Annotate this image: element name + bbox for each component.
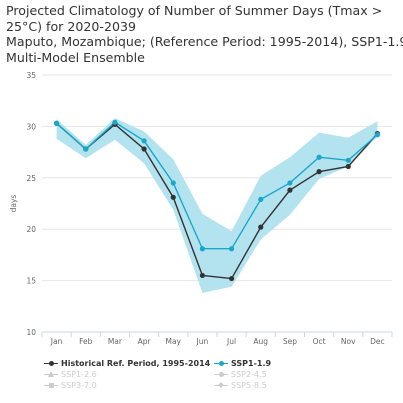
title-line-1: Projected Climatology of Number of Summe…	[6, 3, 383, 18]
x-tick-label: Dec	[370, 337, 385, 346]
title-line-3: Maputo, Mozambique; (Reference Period: 1…	[6, 34, 403, 49]
ssp119-point	[199, 246, 206, 252]
ssp119-point	[374, 132, 381, 138]
x-tick-label: Jan	[50, 337, 63, 346]
legend-symbol	[44, 358, 58, 368]
chart-legend: Historical Ref. Period, 1995-2014 SSP1-1…	[44, 358, 374, 391]
legend-label: SSP3-7.0	[61, 380, 97, 390]
x-tick-label: Aug	[253, 337, 268, 346]
x-tick-label: Jul	[226, 337, 236, 346]
legend-symbol	[44, 380, 58, 390]
ssp119-point	[112, 119, 118, 125]
x-tick-label: Jun	[196, 337, 209, 346]
title-line-4: Multi-Model Ensemble	[6, 49, 145, 65]
legend-symbol	[44, 369, 58, 379]
ssp119-point	[83, 146, 89, 152]
historical-point	[228, 275, 235, 282]
legend-symbol	[214, 369, 228, 379]
x-tick-label: Sep	[283, 337, 297, 346]
y-tick-label: 35	[26, 71, 36, 80]
y-tick-label: 10	[26, 328, 36, 337]
legend-label: SSP1-2.6	[61, 369, 97, 379]
legend-row: SSP3-7.0 SSP5-8.5	[44, 380, 374, 390]
x-tick-label: Apr	[138, 337, 152, 346]
x-tick-label: May	[165, 337, 181, 346]
legend-row: Historical Ref. Period, 1995-2014 SSP1-1…	[44, 358, 374, 368]
legend-label: SSP2-4.5	[231, 369, 267, 379]
y-tick-label: 15	[26, 277, 36, 286]
ssp119-point	[228, 246, 235, 252]
ssp119-range-band	[56, 118, 378, 293]
x-tick-label: Oct	[313, 337, 326, 346]
legend-item-historical[interactable]: Historical Ref. Period, 1995-2014	[44, 358, 214, 368]
legend-label: Historical Ref. Period, 1995-2014	[61, 358, 211, 368]
y-tick-label: 25	[26, 174, 36, 183]
legend-item-ssp370[interactable]: SSP3-7.0	[44, 380, 214, 390]
title-line-2: 25°C) for 2020-2039	[6, 18, 136, 34]
historical-point	[258, 224, 264, 230]
x-tick-label: Nov	[341, 337, 356, 346]
legend-label: SSP1-1.9	[231, 358, 272, 368]
ssp119-point	[258, 196, 264, 202]
y-tick-label: 20	[26, 225, 36, 234]
ssp119-line	[56, 121, 378, 250]
historical-line	[56, 122, 378, 280]
legend-label: SSP5-8.5	[231, 380, 267, 390]
legend-symbol	[214, 380, 228, 390]
legend-item-ssp245[interactable]: SSP2-4.5	[214, 369, 354, 379]
ssp119-point	[141, 138, 147, 144]
historical-point	[199, 272, 206, 279]
ssp119-point	[345, 157, 351, 163]
x-tick-label: Feb	[79, 337, 93, 346]
legend-item-ssp119[interactable]: SSP1-1.9	[214, 358, 354, 368]
x-tick-label: Mar	[108, 337, 123, 346]
legend-row: SSP1-2.6 SSP2-4.5	[44, 369, 374, 379]
chart-title: Projected Climatology of Number of Summe…	[6, 3, 403, 65]
legend-symbol	[214, 358, 228, 368]
y-axis-title: days	[9, 195, 18, 213]
historical-point	[316, 169, 322, 175]
y-tick-label: 30	[26, 122, 36, 131]
legend-item-ssp585[interactable]: SSP5-8.5	[214, 380, 354, 390]
historical-point	[345, 163, 351, 170]
ssp119-point	[53, 120, 60, 126]
legend-item-ssp126[interactable]: SSP1-2.6	[44, 369, 214, 379]
historical-point	[141, 146, 147, 152]
ssp119-point	[287, 180, 293, 186]
historical-point	[287, 187, 293, 193]
ssp119-point	[170, 180, 176, 186]
ssp119-point	[316, 154, 322, 160]
historical-point	[170, 194, 176, 200]
